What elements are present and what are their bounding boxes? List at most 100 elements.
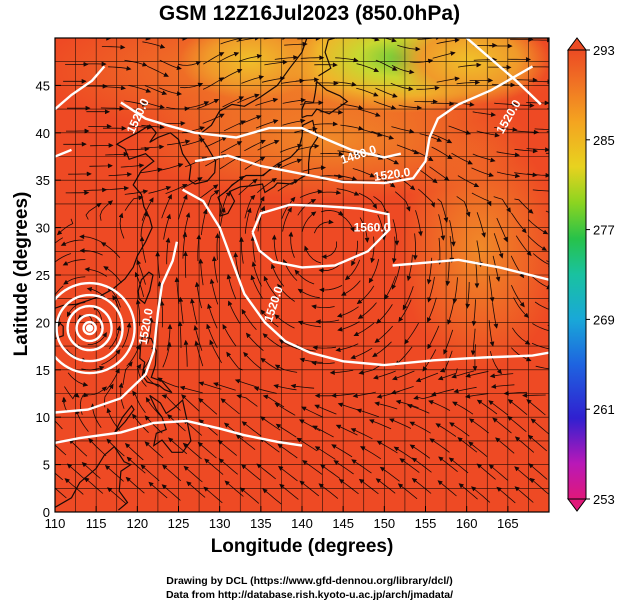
- x-tick-label: 145: [332, 516, 354, 531]
- streamline-arrow: [497, 369, 502, 375]
- streamline-arrow: [161, 394, 167, 399]
- streamline: [179, 297, 184, 324]
- streamline-arrow: [185, 212, 191, 218]
- y-tick-label: 25: [36, 268, 50, 283]
- streamline-arrow: [253, 386, 260, 391]
- x-tick-label: 130: [209, 516, 231, 531]
- streamline-arrow: [375, 478, 381, 483]
- streamline-arrow: [116, 325, 122, 331]
- streamline-arrow: [350, 354, 356, 360]
- x-tick-label: 165: [497, 516, 519, 531]
- streamline-arrow: [379, 466, 385, 472]
- streamline: [185, 340, 188, 367]
- chart-title: GSM 12Z16Jul2023 (850.0hPa): [158, 2, 461, 25]
- streamline: [141, 236, 147, 263]
- streamline: [244, 195, 255, 219]
- streamline: [351, 240, 358, 266]
- streamline-arrow: [263, 275, 269, 282]
- streamline-arrow: [468, 441, 474, 447]
- x-tick-label: 155: [415, 516, 437, 531]
- streamline-arrow: [204, 458, 210, 464]
- streamline-arrow: [358, 478, 365, 484]
- streamline-arrow: [185, 139, 191, 145]
- streamline-arrow: [353, 331, 359, 336]
- streamline: [492, 255, 500, 282]
- streamline-arrow: [519, 302, 525, 308]
- streamline-arrow: [409, 421, 415, 426]
- streamline-arrow: [564, 266, 568, 270]
- streamline-arrow: [390, 182, 396, 188]
- typhoon-contour-ring: [82, 320, 97, 336]
- streamline: [475, 261, 478, 288]
- streamline: [493, 233, 503, 258]
- streamline-arrow: [399, 458, 405, 463]
- streamline-arrow: [63, 279, 69, 285]
- streamline-arrow: [312, 425, 318, 430]
- streamline-arrow: [212, 255, 217, 262]
- streamline: [358, 192, 377, 209]
- streamline-arrow: [312, 126, 318, 132]
- streamline-arrow: [335, 424, 342, 429]
- streamline-arrow: [183, 465, 189, 471]
- streamline-arrow: [81, 79, 87, 84]
- streamline: [534, 128, 549, 130]
- streamline-arrow: [190, 298, 195, 304]
- y-tick-label: 40: [36, 126, 50, 141]
- streamline: [184, 251, 187, 278]
- streamline-arrow: [372, 203, 377, 209]
- streamline-arrow: [490, 112, 497, 117]
- typhoon-contour-ring: [66, 304, 113, 352]
- streamline-arrow: [328, 219, 334, 225]
- streamline: [391, 264, 401, 290]
- streamline-arrow: [521, 228, 527, 234]
- axis-ticks: 110 115 120 125 130 135 140 145 150 155 160 165 0 5 10…: [36, 78, 519, 531]
- streamline-arrow: [437, 480, 443, 486]
- streamline-arrow: [194, 281, 200, 288]
- streamline-arrow: [84, 477, 90, 483]
- streamline-arrow: [126, 172, 133, 177]
- streamline: [359, 217, 368, 243]
- streamline-arrow: [541, 246, 548, 251]
- streamline-arrow: [469, 102, 475, 107]
- streamline-arrow: [449, 101, 455, 106]
- streamline-arrow: [62, 261, 68, 266]
- colorbar-ramp: [567, 49, 587, 500]
- streamline: [535, 365, 549, 370]
- streamline: [136, 260, 146, 285]
- streamline-arrow: [495, 276, 501, 282]
- streamline-arrow: [256, 54, 263, 59]
- streamline-arrow: [452, 401, 458, 406]
- y-tick-label: 20: [36, 315, 50, 330]
- streamline-arrow: [178, 163, 184, 168]
- streamline-arrow: [81, 141, 87, 147]
- streamline-arrow: [302, 460, 308, 465]
- streamline-arrow: [472, 366, 478, 372]
- streamline-arrow: [476, 399, 483, 405]
- streamline-arrow: [108, 383, 114, 389]
- streamline-arrow: [406, 206, 411, 212]
- streamline: [443, 329, 454, 355]
- streamline-arrow: [84, 190, 90, 196]
- streamline-arrow: [274, 402, 280, 408]
- streamline-arrow: [126, 66, 132, 71]
- typhoon-contour-ring: [55, 281, 136, 375]
- streamline-arrow: [551, 189, 555, 193]
- streamline-arrow: [522, 393, 528, 398]
- streamline: [446, 259, 450, 286]
- streamline-arrow: [344, 275, 351, 281]
- streamline-arrow: [336, 313, 343, 318]
- streamline: [55, 444, 67, 456]
- streamline-arrow: [184, 106, 190, 112]
- streamline-arrow: [388, 418, 395, 423]
- streamline: [394, 191, 410, 211]
- contour-label: 1520.0: [373, 165, 412, 184]
- streamline-arrow: [275, 423, 281, 429]
- x-axis-title: Longitude (degrees): [210, 536, 394, 557]
- streamline-arrow: [120, 85, 126, 91]
- height-contour: [465, 38, 542, 106]
- streamline: [548, 300, 549, 302]
- streamline-arrow: [273, 119, 279, 124]
- streamline-arrow: [262, 394, 269, 400]
- typhoon-contour-ring: [75, 313, 104, 343]
